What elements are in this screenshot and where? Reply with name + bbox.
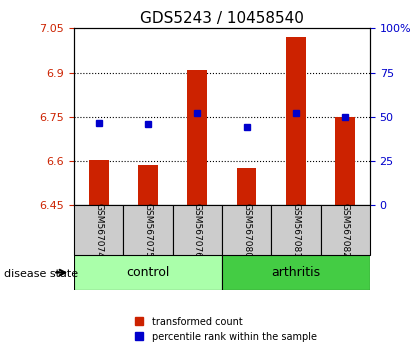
FancyBboxPatch shape: [74, 205, 123, 255]
Text: GSM567082: GSM567082: [341, 202, 350, 258]
Text: disease state: disease state: [4, 269, 78, 279]
Bar: [286, 37, 306, 205]
Title: GDS5243 / 10458540: GDS5243 / 10458540: [140, 11, 304, 26]
Text: GSM567076: GSM567076: [193, 202, 202, 258]
FancyBboxPatch shape: [222, 255, 370, 290]
Text: GSM567075: GSM567075: [143, 202, 152, 258]
Text: GSM567080: GSM567080: [242, 202, 251, 258]
Text: GSM567074: GSM567074: [94, 202, 103, 258]
FancyBboxPatch shape: [123, 205, 173, 255]
FancyBboxPatch shape: [271, 205, 321, 255]
Bar: [335, 117, 355, 205]
Text: control: control: [126, 266, 170, 279]
Bar: [138, 166, 158, 205]
Legend: transformed count, percentile rank within the sample: transformed count, percentile rank withi…: [131, 313, 321, 346]
FancyBboxPatch shape: [173, 205, 222, 255]
Bar: [237, 169, 256, 205]
Bar: [187, 70, 207, 205]
Text: arthritis: arthritis: [271, 266, 321, 279]
FancyBboxPatch shape: [74, 255, 222, 290]
FancyBboxPatch shape: [321, 205, 370, 255]
Bar: [89, 160, 109, 205]
Text: GSM567081: GSM567081: [291, 202, 300, 258]
FancyBboxPatch shape: [222, 205, 271, 255]
